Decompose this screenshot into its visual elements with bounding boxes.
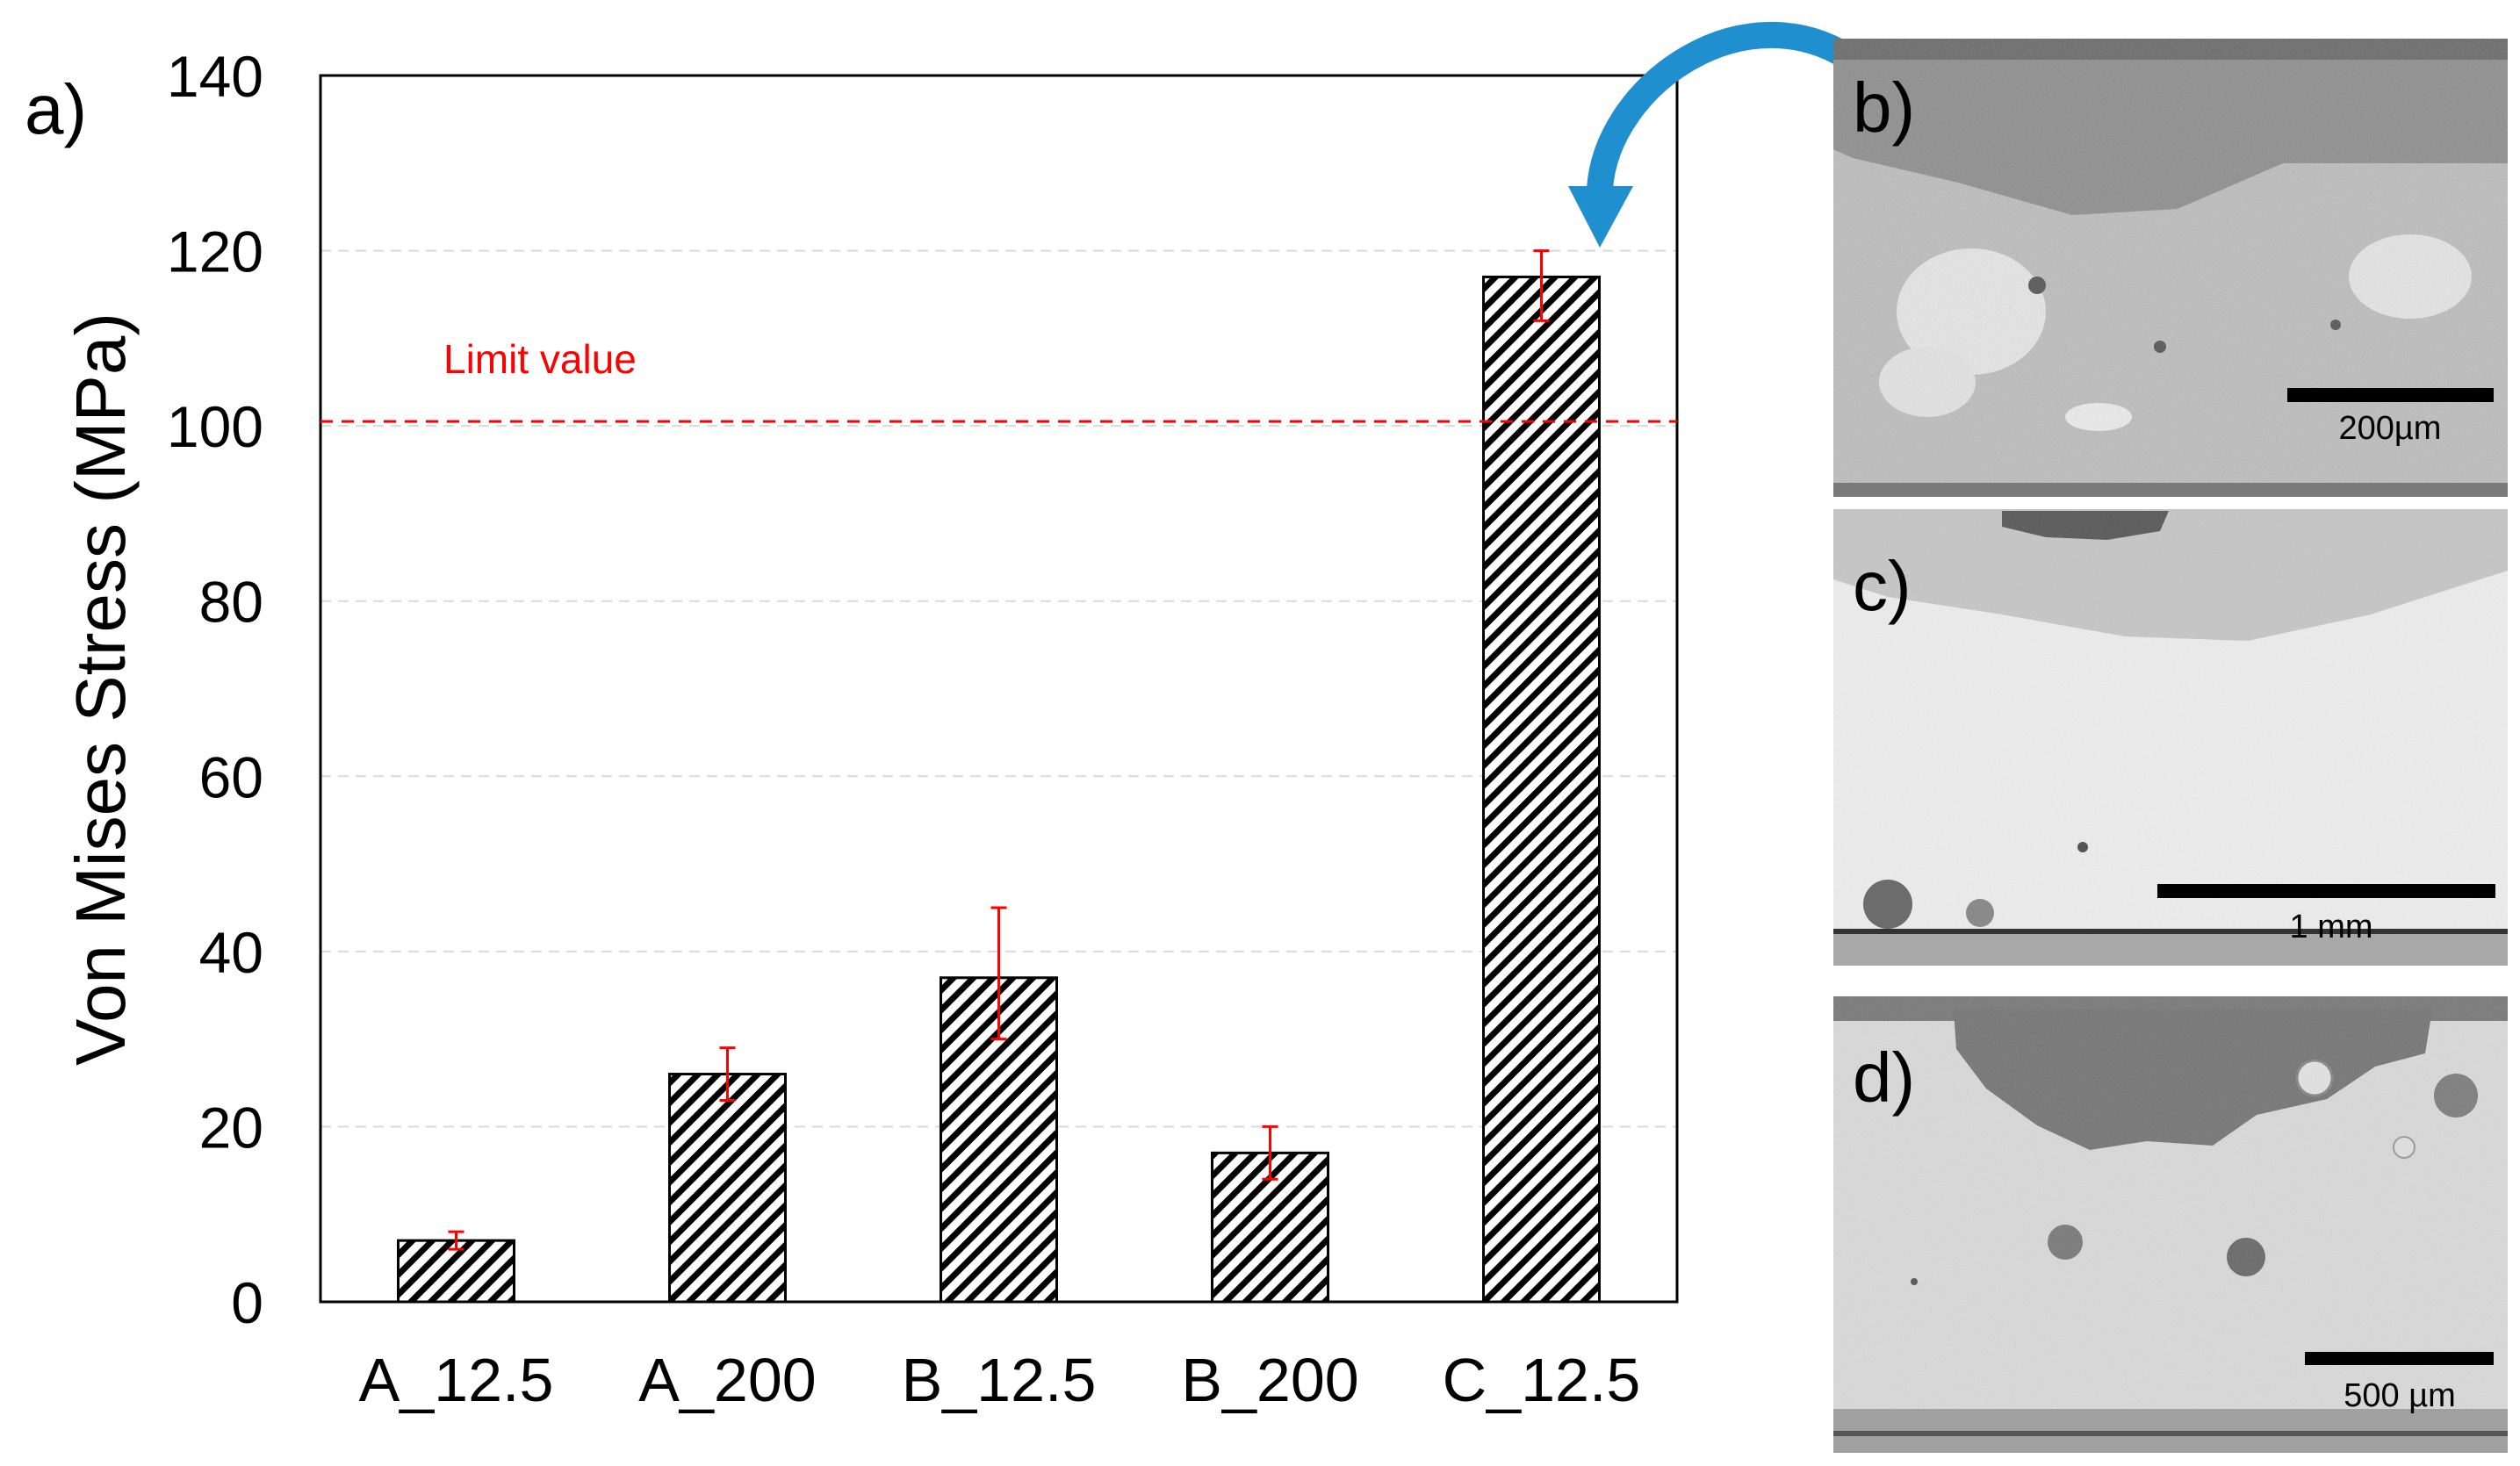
scale-bar-c	[2157, 884, 2495, 898]
error-bar-A_12.5	[448, 1230, 464, 1251]
limit-line-label: Limit value	[443, 336, 637, 382]
bars	[397, 276, 1601, 1304]
panel-label-d: d)	[1853, 1038, 1915, 1117]
error-bar-C_12.5	[1533, 249, 1550, 322]
scale-label-d: 500 µm	[2344, 1377, 2456, 1414]
scale-label-b: 200µm	[2339, 410, 2442, 447]
y-tick-label: 80	[199, 570, 263, 635]
y-tick-label: 60	[199, 744, 263, 809]
scale-label-c: 1 mm	[2290, 909, 2373, 945]
error-bar-A_200	[719, 1046, 736, 1102]
micrograph-b: 200µm b)	[1833, 39, 2508, 497]
bar-A_200	[668, 1073, 787, 1304]
error-bar-B_12.5	[990, 906, 1007, 1041]
x-tick-label: B_200	[1181, 1346, 1358, 1414]
panel-label-c: c)	[1853, 547, 1912, 625]
bar-C_12.5	[1482, 276, 1601, 1304]
x-axis-labels: A_12.5 A_200 B_12.5 B_200 C_12.5	[359, 1346, 1641, 1414]
curved-arrow	[1568, 22, 1868, 248]
y-tick-label: 100	[167, 394, 263, 459]
y-tick-label: 20	[199, 1095, 263, 1160]
x-tick-label: C_12.5	[1443, 1346, 1641, 1414]
x-tick-label: A_200	[638, 1346, 816, 1414]
scale-bar-b	[2287, 388, 2494, 402]
grid-lines	[320, 249, 1677, 1128]
error-bars	[448, 249, 1550, 1251]
bar-A_12.5	[397, 1239, 515, 1304]
panel-label-a: a)	[25, 70, 87, 148]
x-tick-label: A_12.5	[359, 1346, 554, 1414]
error-bar-B_200	[1262, 1125, 1278, 1181]
y-tick-label: 140	[167, 44, 263, 109]
y-axis-ticks: 0 20 40 60 80 100 120 140	[167, 44, 263, 1335]
micrograph-c: 1 mm c)	[1833, 509, 2508, 966]
y-axis-title: Von Mises Stress (MPa)	[61, 313, 140, 1066]
panel-label-b: b)	[1853, 68, 1915, 147]
chart-panel: a) 0 20 40 60 80 100 120 140 Limit value A_12.5…	[25, 44, 1679, 1414]
micrograph-d: 500 µm d)	[1833, 996, 2508, 1453]
scale-bar-d	[2305, 1352, 2494, 1365]
x-tick-label: B_12.5	[902, 1346, 1097, 1414]
y-tick-label: 40	[199, 920, 263, 985]
y-tick-label: 0	[231, 1270, 263, 1335]
y-tick-label: 120	[167, 219, 263, 284]
